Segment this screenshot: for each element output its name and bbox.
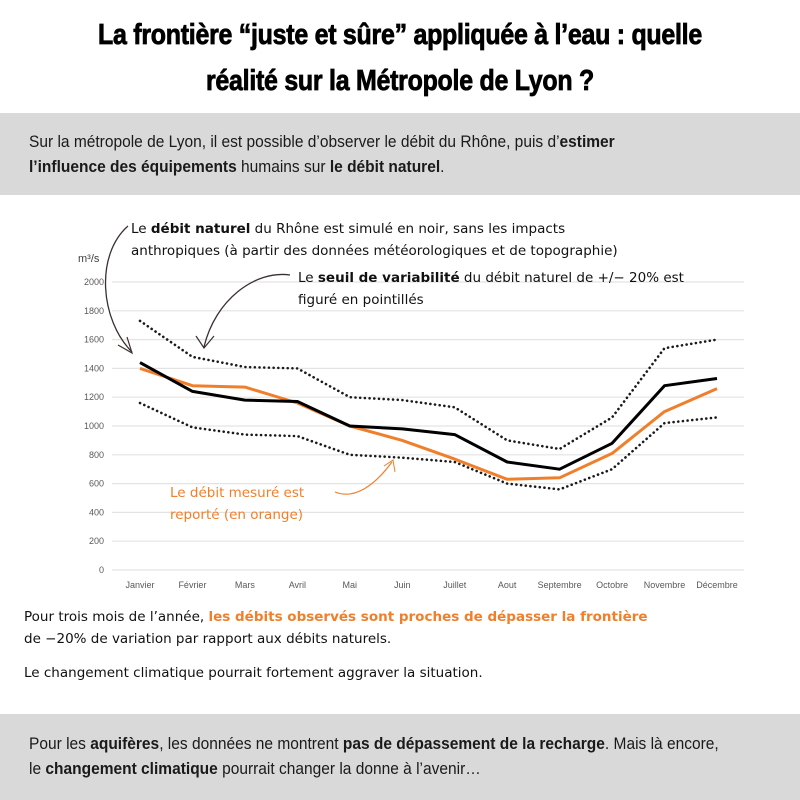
intro-band: Sur la métropole de Lyon, il est possibl… xyxy=(0,113,800,195)
note-highlight: les débits observés sont proches de dépa… xyxy=(208,609,648,625)
x-tick-label: Octobre xyxy=(596,580,628,590)
y-axis-ticks: 0 200 400 600 800 1000 1200 1400 1600 1800 2000 xyxy=(84,277,104,575)
y-tick-label: 2000 xyxy=(84,277,104,287)
footer-bold-aquiferes: aquifères xyxy=(90,735,160,753)
note-text: Pour trois mois de l’année, xyxy=(24,609,209,625)
chart-grid xyxy=(112,281,744,571)
annotation-measured-flow: Le débit mesuré est reporté (en orange) xyxy=(170,482,304,526)
chart-series xyxy=(138,319,719,491)
footer-bold-climate: changement climatique xyxy=(45,760,218,778)
annotation-text: Le xyxy=(298,270,318,286)
footer-band: Pour les aquifères, les données ne montr… xyxy=(0,714,800,800)
series-threshold-lower xyxy=(138,401,719,491)
x-tick-label: Juillet xyxy=(443,580,467,590)
y-tick-label: 0 xyxy=(99,565,104,575)
title-line-1: La frontière “juste et sûre” appliquée à… xyxy=(98,19,703,52)
y-tick-label: 1400 xyxy=(84,363,104,373)
annotation-text: du débit naturel de +/− 20% est xyxy=(459,270,684,286)
intro-text-part: humains sur xyxy=(236,158,330,176)
x-tick-label: Septembre xyxy=(538,580,582,590)
y-axis-unit-label: m³/s xyxy=(78,253,100,265)
x-axis-ticks: Janvier Février Mars Avril Mai Juin Juillet Aou… xyxy=(125,580,737,590)
series-measured-flow xyxy=(139,366,718,481)
annotation-threshold: Le seuil de variabilité du débit naturel… xyxy=(298,267,684,311)
annotation-text: du Rhône est simulé en noir, sans les im… xyxy=(250,221,566,237)
annotation-natural-flow: Le débit naturel du Rhône est simulé en … xyxy=(131,218,618,262)
arrow-threshold-icon xyxy=(203,273,291,348)
footer-bold-recharge: pas de dépassement de la recharge xyxy=(342,735,605,753)
footer-text-part: , les données ne montrent xyxy=(159,735,343,753)
x-tick-label: Mars xyxy=(235,580,255,590)
note-text: de −20% de variation par rapport aux déb… xyxy=(24,631,392,647)
intro-text: Sur la métropole de Lyon, il est possibl… xyxy=(29,130,726,180)
x-tick-label: Février xyxy=(178,580,206,590)
title-line-2: réalité sur la Métropole de Lyon ? xyxy=(205,65,595,98)
x-tick-label: Juin xyxy=(394,580,411,590)
note-three-months: Pour trois mois de l’année, les débits o… xyxy=(24,606,648,650)
arrow-threshold-head-icon xyxy=(195,335,215,350)
page-title: La frontière “juste et sûre” appliquée à… xyxy=(56,12,744,104)
footer-text-part: . Mais là encore, le xyxy=(29,735,719,778)
y-tick-label: 400 xyxy=(89,507,104,517)
x-tick-label: Avril xyxy=(289,580,306,590)
arrow-measured-head-icon xyxy=(383,459,396,473)
series-threshold-upper xyxy=(138,319,719,451)
annotation-text: Le xyxy=(131,221,151,237)
x-tick-label: Novembre xyxy=(644,580,686,590)
y-tick-label: 1600 xyxy=(84,335,104,345)
footer-text-part: Pour les xyxy=(29,735,91,753)
x-tick-label: Janvier xyxy=(125,580,154,590)
intro-bold-equipements: l’influence des équipements xyxy=(29,158,237,176)
y-tick-label: 600 xyxy=(89,479,104,489)
x-tick-label: Aout xyxy=(498,580,517,590)
arrow-natural-icon xyxy=(104,225,133,353)
note-climate-change: Le changement climatique pourrait fortem… xyxy=(24,665,483,681)
x-tick-label: Mai xyxy=(343,580,358,590)
intro-bold-debit-naturel: le débit naturel xyxy=(329,158,441,176)
annotation-bold: débit naturel xyxy=(150,221,251,237)
arrow-natural-head-icon xyxy=(117,336,134,355)
y-tick-label: 1000 xyxy=(84,421,104,431)
intro-text-part: . xyxy=(440,158,445,176)
footer-text: Pour les aquifères, les données ne montr… xyxy=(29,732,726,782)
annotation-text: figuré en pointillés xyxy=(298,292,424,308)
annotation-text: reporté (en orange) xyxy=(170,507,304,523)
series-natural-flow xyxy=(139,361,718,471)
y-tick-label: 200 xyxy=(89,536,104,546)
intro-bold-estimer: estimer xyxy=(559,133,615,151)
y-tick-label: 1200 xyxy=(84,392,104,402)
annotation-text: anthropiques (à partir des données météo… xyxy=(131,243,618,259)
annotation-text: Le débit mesuré est xyxy=(170,485,305,501)
x-tick-label: Décembre xyxy=(696,580,738,590)
footer-text-part: pourrait changer la donne à l’avenir… xyxy=(217,760,481,778)
y-tick-label: 800 xyxy=(89,450,104,460)
arrow-measured-icon xyxy=(334,461,393,495)
intro-text-part: Sur la métropole de Lyon, il est possibl… xyxy=(29,133,560,151)
y-tick-label: 1800 xyxy=(84,306,104,316)
annotation-bold: seuil de variabilité xyxy=(317,270,460,286)
